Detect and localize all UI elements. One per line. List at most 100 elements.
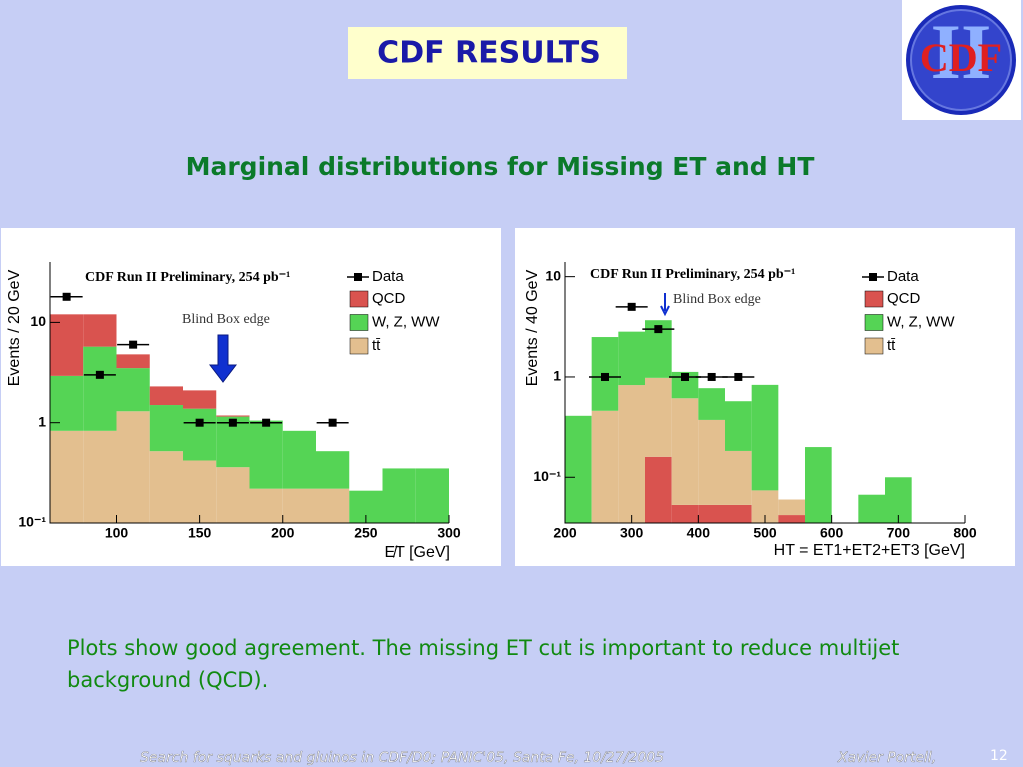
legend-marker — [869, 273, 877, 281]
legend-swatch — [349, 314, 369, 331]
x-axis-label: HT = ET1+ET2+ET3 [GeV] — [774, 542, 965, 559]
data-point — [129, 340, 138, 349]
title-box — [348, 27, 627, 79]
histogram-segment — [83, 430, 117, 523]
data-point — [601, 372, 609, 381]
x-axis-label: E̸T [GeV] — [384, 544, 450, 561]
legend-label: tt̄ — [887, 337, 896, 354]
histogram-segment — [698, 419, 725, 505]
data-point — [654, 325, 663, 334]
x-tick-label: 600 — [820, 525, 844, 541]
histogram-segment — [316, 488, 350, 523]
plot-area — [565, 302, 912, 523]
histogram-segment — [316, 451, 350, 489]
legend-label: tt̄ — [372, 337, 381, 354]
blind-box-arrow — [660, 293, 670, 317]
x-tick-label: 150 — [188, 525, 212, 541]
data-point — [627, 302, 636, 311]
histogram-segment — [149, 405, 183, 452]
histogram-segment — [116, 411, 150, 523]
data-point — [62, 292, 71, 301]
subtitle: Marginal distributions for Missing ET an… — [186, 152, 815, 181]
histogram-segment — [778, 515, 805, 523]
histogram-segment — [415, 468, 449, 523]
legend-swatch — [864, 337, 884, 355]
x-tick-label: 700 — [887, 525, 911, 541]
data-point — [95, 370, 104, 379]
legend-label: W, Z, WW — [887, 313, 955, 330]
histogram-segment — [751, 384, 779, 491]
x-tick-label: 300 — [437, 525, 461, 541]
histogram-segment — [382, 468, 416, 523]
chart-header: CDF Run II Preliminary, 254 pb⁻¹ — [85, 270, 290, 285]
histogram-segment — [671, 398, 699, 505]
chart-header: CDF Run II Preliminary, 254 pb⁻¹ — [590, 267, 795, 282]
legend-swatch — [349, 337, 369, 355]
histogram-segment — [149, 386, 183, 406]
footer-event: Search for squarks and gluinos in CDF/D0… — [140, 750, 664, 766]
histogram-segment — [183, 460, 217, 523]
body-text: Plots show good agreement. The missing E… — [67, 636, 900, 692]
histogram-segment — [282, 488, 316, 523]
histogram-segment — [50, 314, 84, 376]
histogram-segment — [671, 504, 699, 523]
x-tick-label: 200 — [271, 525, 295, 541]
y-tick-label: 10 — [30, 313, 46, 329]
y-axis-label: Events / 40 GeV — [524, 269, 541, 386]
logo-ring — [910, 9, 1012, 111]
legend-label: Data — [372, 268, 404, 285]
footer-author: Xavier Portell, — [837, 750, 936, 766]
histogram-segment — [116, 354, 150, 369]
page-number: 12 — [990, 748, 1008, 764]
histogram-segment — [50, 430, 84, 523]
plot-area — [50, 292, 449, 523]
histogram-segment — [698, 504, 725, 523]
title: CDF RESULTS — [377, 36, 601, 71]
logo-text: CDF — [920, 35, 1002, 80]
data-point — [328, 418, 337, 427]
y-axis-label: Events / 20 GeV — [6, 269, 23, 386]
legend-swatch — [864, 290, 884, 308]
y-tick-label: 10 — [545, 267, 561, 283]
histogram-segment — [618, 385, 645, 523]
data-point — [195, 418, 204, 427]
y-tick-label: 10⁻¹ — [18, 514, 46, 530]
histogram-segment — [778, 499, 805, 516]
x-tick-label: 200 — [553, 525, 577, 541]
x-tick-label: 250 — [354, 525, 378, 541]
histogram-segment — [725, 450, 752, 505]
histogram-segment — [725, 401, 752, 451]
legend-marker — [354, 273, 362, 281]
histogram-segment — [645, 456, 672, 523]
histogram-segment — [282, 430, 316, 489]
histogram-segment — [216, 467, 250, 523]
histogram-segment — [116, 368, 150, 412]
data-point — [228, 418, 237, 427]
x-tick-label: 800 — [953, 525, 977, 541]
data-point — [681, 372, 689, 381]
histogram-segment — [183, 408, 217, 461]
data-point — [734, 372, 743, 381]
histogram-segment — [565, 415, 592, 523]
histogram-segment — [249, 488, 283, 523]
histogram-segment — [725, 504, 752, 523]
histogram-segment — [216, 415, 250, 417]
x-tick-label: 300 — [620, 525, 644, 541]
histogram-segment — [83, 314, 117, 347]
y-tick-label: 10⁻¹ — [533, 468, 561, 484]
x-tick-label: 100 — [105, 525, 129, 541]
annotation: Blind Box edge — [673, 292, 761, 307]
data-point — [707, 372, 716, 381]
legend-label: QCD — [372, 290, 406, 307]
x-tick-label: 500 — [753, 525, 777, 541]
histogram-segment — [805, 447, 832, 523]
x-tick-label: 400 — [687, 525, 711, 541]
histogram-segment — [591, 410, 619, 523]
y-tick-label: 1 — [553, 368, 561, 384]
histogram-segment — [83, 346, 117, 431]
data-point — [262, 418, 271, 427]
legend-label: Data — [887, 268, 919, 285]
legend-swatch — [349, 290, 369, 308]
